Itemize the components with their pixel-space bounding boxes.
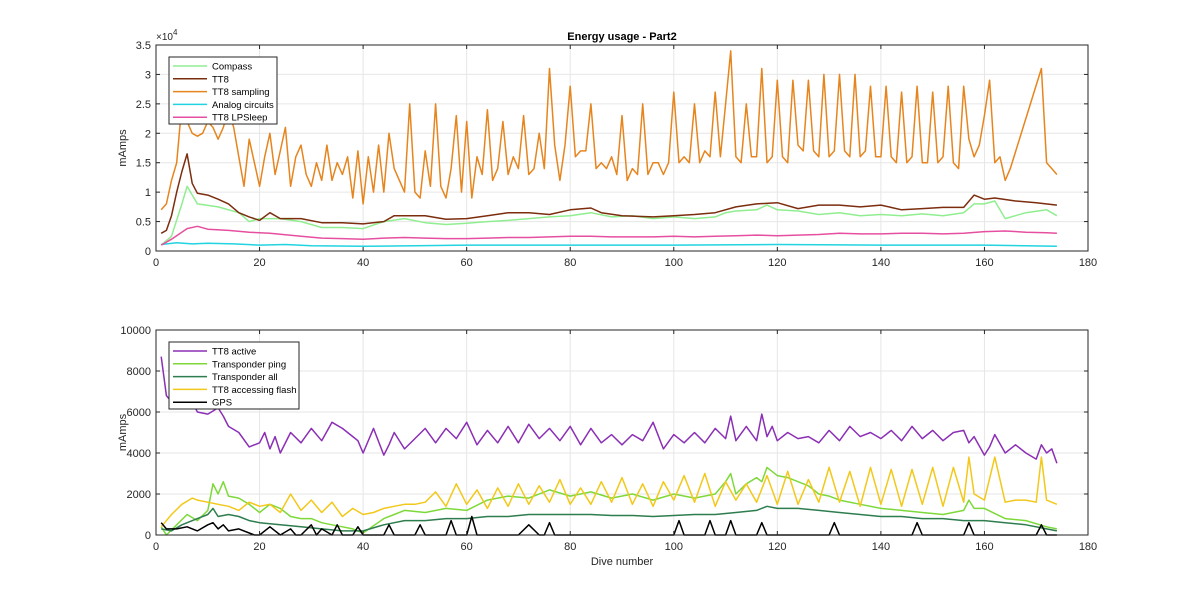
y-tick-label: 0 <box>145 246 151 258</box>
y-tick-label: 2.5 <box>136 99 151 111</box>
legend-label: TT8 sampling <box>212 87 270 98</box>
legend-box <box>168 341 300 410</box>
x-tick-label: 80 <box>564 257 576 269</box>
top-plot: 0 20 40 60 80 100 120 140 160 180 0 0.5 1 1.5 2 2.5 3 3.5… <box>117 28 1097 269</box>
y-tick-label: 0 <box>145 530 151 542</box>
legend-label: Transponder all <box>212 372 278 383</box>
x-tick-label: 20 <box>253 541 265 553</box>
series-line-transponder-ping <box>160 466 1058 536</box>
legend-label: Transponder ping <box>212 359 286 370</box>
chart-title: Energy usage - Part2 <box>567 31 676 43</box>
series-line-tt8-sampling <box>160 50 1058 211</box>
series-line-tt8-active <box>160 356 1058 464</box>
y-tick-label: 2000 <box>127 489 151 501</box>
x-tick-label: 160 <box>975 541 993 553</box>
y-axis-label: mAmps <box>117 413 129 451</box>
x-tick-label: 0 <box>153 541 159 553</box>
series-line-tt8-accessing-flash <box>160 456 1058 528</box>
y-tick-label: 8000 <box>127 366 151 378</box>
bottom-plot: 0 20 40 60 80 100 120 140 160 180 0 2000 4000 6000 800… <box>117 325 1097 568</box>
y-tick-label: 4000 <box>127 448 151 460</box>
x-tick-label: 40 <box>357 541 369 553</box>
x-tick-label: 20 <box>253 257 265 269</box>
x-tick-label: 180 <box>1079 257 1097 269</box>
y-tick-label: 3.5 <box>136 40 151 52</box>
x-tick-label: 120 <box>768 541 786 553</box>
x-tick-label: 140 <box>872 541 890 553</box>
y-tick-label: 0.5 <box>136 217 151 229</box>
x-tick-label: 80 <box>564 541 576 553</box>
x-tick-label: 120 <box>768 257 786 269</box>
y-tick-label: 3 <box>145 69 151 81</box>
x-tick-label: 100 <box>665 541 683 553</box>
y-axis-label: mAmps <box>117 129 129 167</box>
y-tick-label: 1.5 <box>136 158 151 170</box>
y-exponent-power: 4 <box>173 28 178 37</box>
y-tick-label: 6000 <box>127 407 151 419</box>
legend-label: TT8 accessing flash <box>212 385 296 396</box>
series-line-transponder-all <box>161 505 1058 532</box>
series-line-tt8 <box>160 153 1057 234</box>
x-tick-label: 0 <box>153 257 159 269</box>
x-tick-label: 160 <box>975 257 993 269</box>
axes-box <box>155 329 1089 536</box>
legend-box <box>168 56 278 125</box>
y-tick-label: 1 <box>145 187 151 199</box>
legend-label: Compass <box>212 62 252 73</box>
x-tick-label: 60 <box>461 541 473 553</box>
x-tick-label: 40 <box>357 257 369 269</box>
legend-label: Analog circuits <box>212 100 274 111</box>
x-axis-label: Dive number <box>591 556 654 568</box>
x-tick-label: 100 <box>665 257 683 269</box>
y-exponent-label: ×104 <box>156 28 178 43</box>
series-line-analog-circuits <box>161 242 1057 248</box>
x-tick-label: 180 <box>1079 541 1097 553</box>
legend-label: GPS <box>212 398 232 409</box>
y-tick-label: 10000 <box>120 325 151 337</box>
x-tick-label: 140 <box>872 257 890 269</box>
legend-label: TT8 active <box>212 347 256 358</box>
legend-label: TT8 <box>212 74 229 85</box>
y-tick-label: 2 <box>145 128 151 140</box>
series-line-tt8-lpsleep <box>160 225 1057 246</box>
axes-box <box>155 44 1089 252</box>
legend-label: TT8 LPSleep <box>212 113 267 124</box>
x-tick-label: 60 <box>461 257 473 269</box>
